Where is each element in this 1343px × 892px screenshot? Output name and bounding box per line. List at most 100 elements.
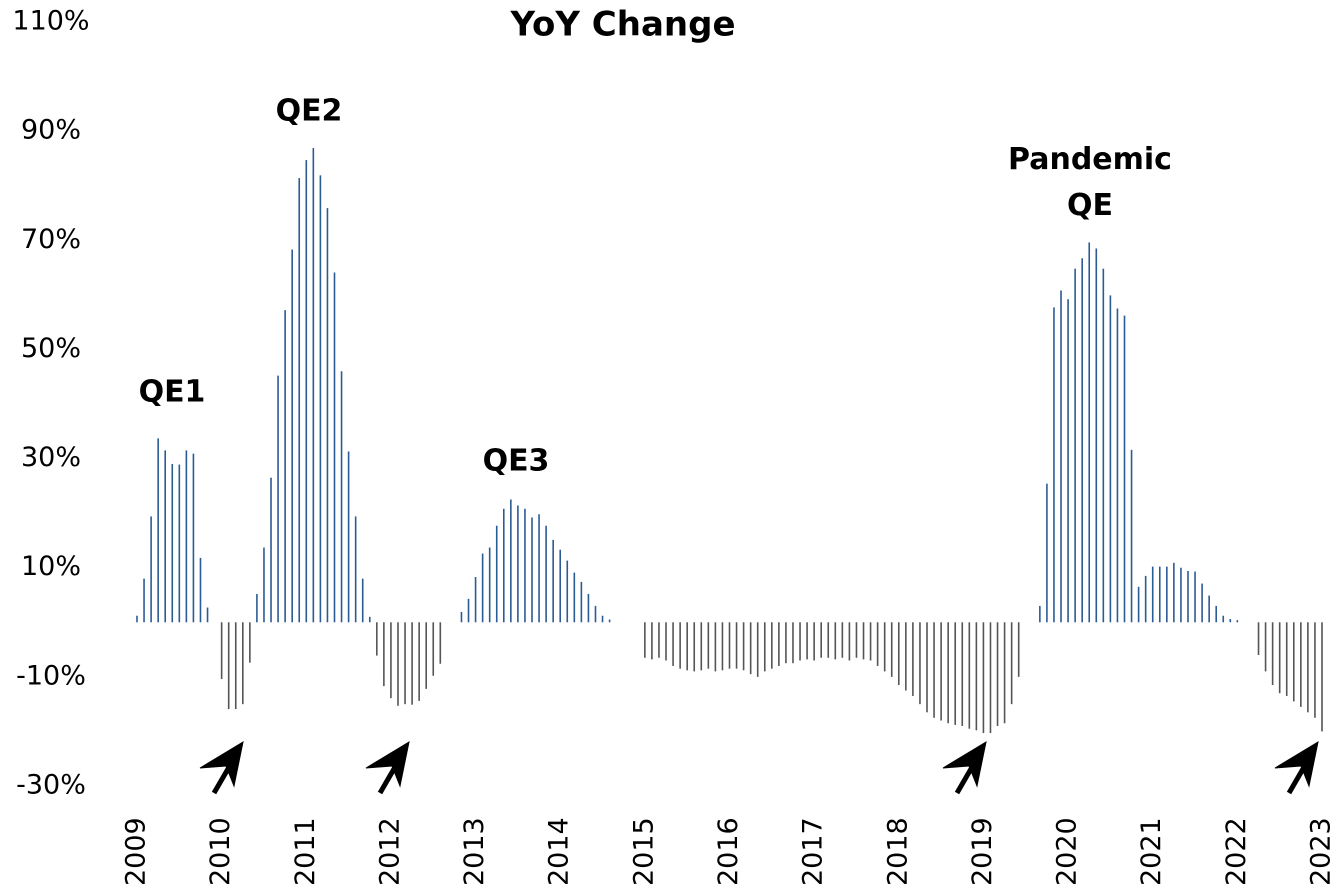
bar [150,516,152,623]
bar [947,622,949,724]
bar [524,508,526,623]
bar [333,272,336,623]
arrow [942,740,987,795]
bar [1222,615,1225,623]
bar [658,622,660,658]
x-tick-label: 2020 [1052,817,1083,886]
bar [340,371,343,623]
bar [361,578,364,623]
bar [735,622,738,669]
x-tick-label: 2018 [882,817,913,886]
bar [418,622,420,701]
bar [1307,622,1309,713]
bar [249,622,251,663]
bar [291,249,293,623]
bar [799,622,801,661]
bar [559,549,562,623]
bar [897,622,900,686]
bar [545,525,547,623]
bar [178,464,181,623]
bar [820,622,822,658]
bar [721,622,724,671]
bar [1074,268,1076,623]
bar [961,622,964,726]
arrow [365,740,410,795]
bar [326,208,329,623]
bar [206,607,209,623]
y-tick-label: 10% [21,551,81,582]
y-tick-label: 50% [21,333,81,364]
bar [672,622,674,666]
arrow [1274,740,1319,795]
bar [982,622,985,734]
x-tick-label: 2015 [628,817,659,886]
y-tick-label: -30% [16,770,86,801]
bar [827,622,830,658]
bar [1144,575,1147,623]
bar [432,622,435,676]
bar [707,622,710,669]
bar [1292,622,1295,702]
bar [876,622,879,666]
bar [912,622,914,696]
bar [679,622,681,669]
x-tick-label: 2013 [459,817,490,886]
bar [763,622,766,672]
bar [284,310,286,623]
bar [594,605,597,623]
bar [686,622,688,671]
bar [1095,248,1098,623]
bar [1271,622,1274,686]
bar [778,622,780,666]
bar [700,622,703,671]
bar [1081,258,1083,623]
bar [256,593,258,623]
bar [481,553,484,623]
bar [199,557,202,623]
bar [1017,622,1020,677]
bar [1229,619,1232,623]
bar [502,508,505,623]
bar [1046,483,1048,623]
bar [933,622,935,718]
bar [538,514,540,623]
annotation: Pandemic QE [1008,142,1172,223]
annotation: QE2 [276,94,343,129]
bar [587,593,590,623]
bar [1102,268,1105,623]
x-tick-label: 2014 [544,817,575,886]
x-tick-label: 2019 [967,817,998,886]
bar [756,622,759,677]
bar [919,622,921,705]
bar [368,616,371,623]
bar [1187,570,1189,623]
bar [1060,290,1062,623]
bar [1039,605,1041,623]
bar [277,375,279,623]
bar [771,622,773,669]
bar [1053,307,1055,623]
bar [1264,622,1267,672]
bar [848,622,851,661]
x-tick-label: 2022 [1221,817,1252,886]
bar [926,622,928,713]
bar [390,622,392,699]
x-tick-label: 2023 [1306,817,1337,886]
bar [1321,622,1323,732]
bar [397,622,399,706]
bar [376,622,378,656]
bar [785,622,787,664]
bar [1166,566,1168,623]
bar [975,622,978,731]
bar [354,516,357,623]
bar [954,622,957,725]
bar [1003,622,1006,724]
bar [164,450,167,623]
bar [404,622,406,705]
chart-title: YoY Change [509,5,735,45]
bar [192,453,195,623]
x-tick-label: 2010 [205,817,236,886]
y-tick-label: -10% [16,660,86,691]
bar [742,622,745,671]
